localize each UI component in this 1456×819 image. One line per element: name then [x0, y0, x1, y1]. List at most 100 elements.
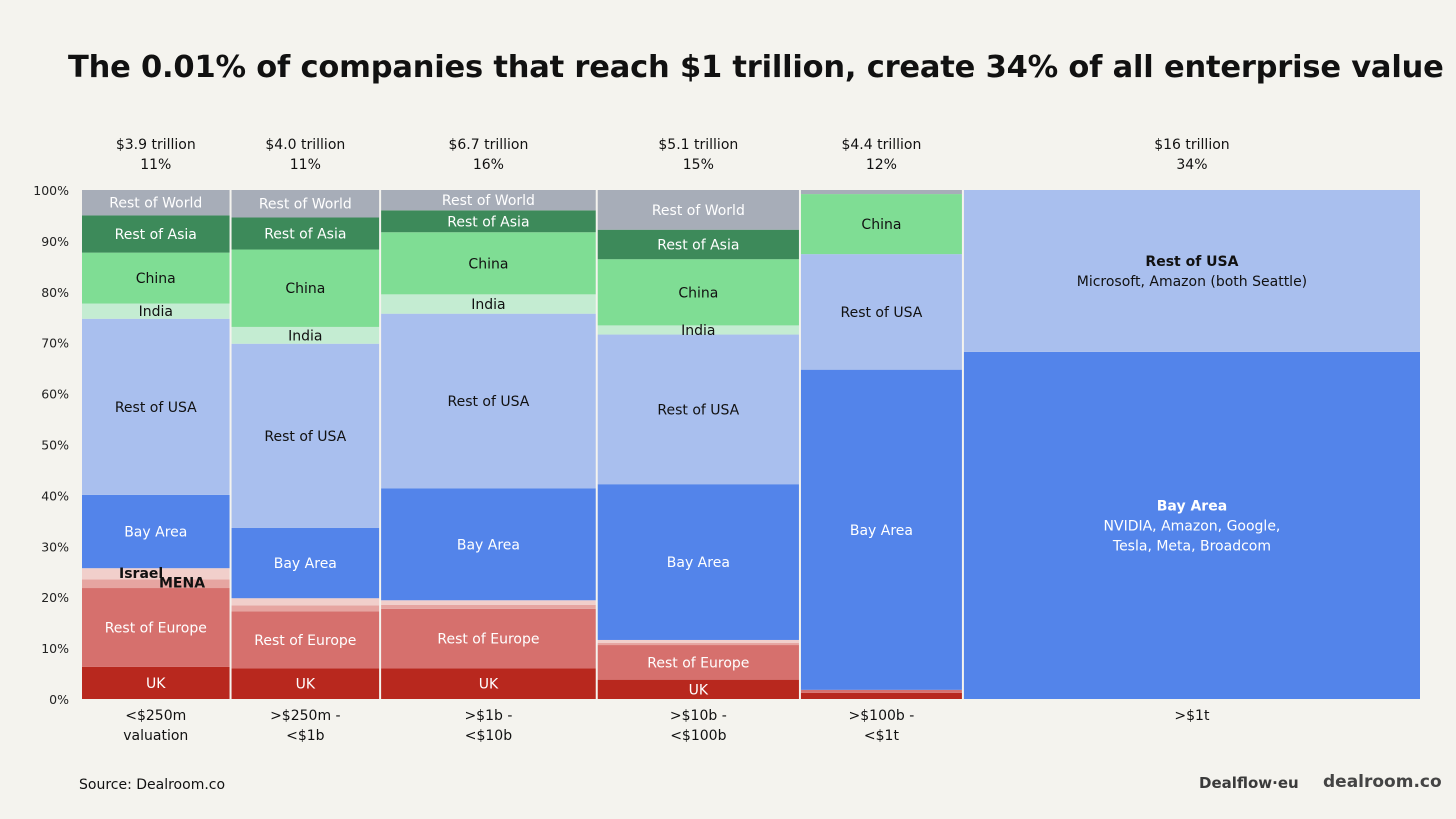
segment-label-uk: UK [146, 676, 166, 692]
segment-label-rest-of-asia: Rest of Asia [447, 214, 529, 230]
segment-uk [800, 692, 962, 699]
segment-label-china: China [468, 256, 508, 272]
segment-label-uk: UK [479, 677, 499, 693]
segment-label-rest-of-world: Rest of World [442, 193, 535, 209]
segment-rest-of-europe [597, 645, 799, 680]
segment-label-china: China [285, 281, 325, 297]
segment-sublabel: Tesla, Meta, Broadcom [1112, 538, 1271, 554]
dealroom-logo: dealroom.co [1323, 772, 1442, 792]
segment-rest-of-europe [800, 689, 962, 693]
column-total-label: $16 trillion [1154, 137, 1229, 153]
y-tick-label: 10% [41, 641, 69, 656]
y-tick-label: 70% [41, 336, 69, 351]
segment-label-bay-area: Bay Area [274, 556, 337, 572]
y-tick-label: 90% [41, 234, 69, 249]
segment-rest-of-usa [82, 318, 230, 495]
segment-label-bay-area: Bay Area [124, 525, 187, 541]
column-total-label: $4.4 trillion [841, 137, 921, 153]
segment-label-china: China [861, 217, 901, 233]
segment-label-bay-area: Bay Area [850, 523, 913, 539]
segment-israel [381, 600, 596, 605]
segment-uk [597, 679, 799, 699]
segment-uk [381, 668, 596, 699]
segment-bay-area [82, 494, 230, 569]
y-tick-label: 40% [41, 488, 69, 503]
y-tick-label: 50% [41, 438, 69, 453]
segment-rest-of-world [82, 190, 230, 216]
column-share-label: 16% [473, 157, 504, 173]
segment-china [231, 249, 380, 327]
segment-label-rest-of-asia: Rest of Asia [115, 227, 197, 243]
column-share-label: 12% [866, 157, 897, 173]
x-category-label: <$10b [465, 728, 512, 744]
segment-label-india: India [139, 304, 173, 320]
segment-india [231, 326, 380, 344]
segment-china [82, 252, 230, 304]
segment-bay-area [963, 351, 1420, 699]
y-tick-label: 100% [33, 183, 69, 198]
segment-label-india: India [681, 323, 715, 339]
segment-rest-of-usa [800, 254, 962, 370]
segment-india [597, 325, 799, 335]
column-total-label: $3.9 trillion [116, 137, 196, 153]
segment-label-bay-area: Bay Area [667, 555, 730, 571]
segment-bay-area [597, 484, 799, 640]
chart-title: The 0.01% of companies that reach $1 tri… [68, 50, 1444, 85]
segment-rest-of-europe [82, 588, 230, 667]
column-2: UK Rest of Europe Bay Area Rest of USA India… [231, 190, 380, 699]
segment-label-rest-of-usa: Rest of USA [115, 400, 197, 416]
segment-label-rest-of-europe: Rest of Europe [437, 632, 539, 648]
segment-sublabel: Microsoft, Amazon (both Seattle) [1077, 274, 1307, 290]
segment-rest-of-world [231, 190, 380, 218]
x-category-label: <$250m [125, 708, 186, 724]
x-category-label: <$1t [864, 728, 900, 744]
column-3: UK Rest of Europe Bay Area Rest of USA India… [381, 190, 596, 699]
dealflow-logo: Dealflow·eu [1199, 774, 1299, 792]
segment-rest-of-asia [231, 217, 380, 250]
segment-rest-of-europe [381, 608, 596, 669]
segment-sublabel: NVIDIA, Amazon, Google, [1104, 518, 1281, 534]
y-tick-label: 30% [41, 539, 69, 554]
y-tick-label: 80% [41, 285, 69, 300]
segment-rest-of-asia [597, 229, 799, 260]
segment-bay-area [800, 369, 962, 690]
segment-uk [82, 666, 230, 699]
segment-label-china: China [136, 271, 176, 287]
segment-label-rest-of-europe: Rest of Europe [105, 620, 207, 636]
segment-rest-of-usa [381, 313, 596, 489]
segment-mena [381, 604, 596, 609]
segment-label-rest-of-europe: Rest of Europe [647, 655, 749, 671]
column-6: Bay Area NVIDIA, Amazon, Google, Tesla, Me… [963, 190, 1420, 699]
column-total-label: $6.7 trillion [448, 137, 528, 153]
segment-mena [597, 643, 799, 646]
x-category-label: >$100b - [849, 708, 915, 724]
column-share-label: 15% [683, 157, 714, 173]
segment-label-bay-area: Bay Area [1157, 498, 1227, 514]
segment-label-rest-of-usa: Rest of USA [1145, 254, 1238, 270]
segment-rest-of-usa [963, 190, 1420, 352]
column-total-label: $5.1 trillion [658, 137, 738, 153]
x-category-label: <$1b [286, 728, 325, 744]
segment-rest-of-usa [231, 343, 380, 528]
segment-label-mena: MENA [159, 575, 205, 591]
x-category-label: >$1t [1174, 708, 1210, 724]
segment-uk [231, 668, 380, 699]
segment-rest-of-europe [231, 611, 380, 669]
segment-china [597, 259, 799, 326]
segment-bay-area [231, 527, 380, 599]
y-tick-label: 20% [41, 590, 69, 605]
segment-label-rest-of-usa: Rest of USA [657, 402, 739, 418]
segment-rest-of-asia [82, 215, 230, 253]
segment-label-rest-of-usa: Rest of USA [447, 394, 529, 410]
segment-rest-of-world [597, 190, 799, 230]
segment-india [82, 303, 230, 319]
segment-label-rest-of-world: Rest of World [109, 196, 202, 212]
segment-mena [231, 605, 380, 612]
segment-india [381, 294, 596, 314]
segment-label-rest-of-usa: Rest of USA [840, 305, 922, 321]
segment-rest-of-world [800, 190, 962, 195]
segment-mena [82, 579, 230, 589]
segment-rest-of-asia [381, 210, 596, 233]
segment-china [800, 194, 962, 255]
